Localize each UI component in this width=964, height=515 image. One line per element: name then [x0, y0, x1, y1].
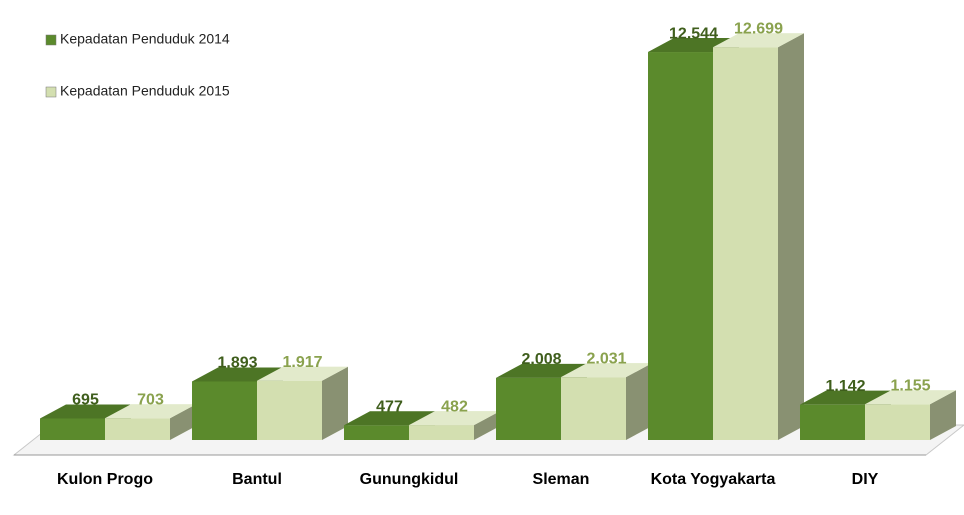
bar-side-shade — [322, 366, 348, 440]
value-label: 1.142 — [825, 378, 865, 395]
bar-top — [561, 363, 652, 378]
bar — [105, 418, 170, 440]
value-label: 12.544 — [669, 25, 718, 42]
bar — [192, 381, 257, 440]
bar-top-shade — [561, 363, 652, 378]
bar-top — [40, 404, 131, 419]
legend-label: Kepadatan Penduduk 2015 — [60, 83, 230, 99]
bar-group — [257, 366, 348, 440]
bar-side-shade — [474, 411, 500, 440]
bar-top-shade — [192, 367, 283, 382]
bar-group — [409, 411, 500, 440]
bar — [257, 380, 322, 440]
value-label: 2.031 — [586, 350, 626, 367]
legend-label: Kepadatan Penduduk 2014 — [60, 31, 230, 47]
bar — [40, 418, 105, 440]
value-label: 12.699 — [734, 20, 783, 37]
bar — [800, 404, 865, 440]
bar-top-shade — [713, 33, 804, 48]
x-tick-label: Kota Yogyakarta — [650, 471, 776, 488]
bar-side-shade — [626, 363, 652, 440]
bar-side — [626, 363, 652, 440]
bar-top-shade — [800, 390, 891, 405]
bar-group — [105, 404, 196, 440]
bar-top-shade — [40, 404, 131, 419]
bar-side — [930, 390, 956, 440]
bar — [648, 52, 713, 440]
value-label: 1.893 — [217, 355, 257, 372]
x-tick-label: Sleman — [532, 471, 590, 488]
bar-side — [322, 366, 348, 440]
value-label: 477 — [376, 398, 403, 415]
x-tick-label: DIY — [851, 471, 879, 488]
bar-top-shade — [257, 366, 348, 381]
bar — [344, 425, 409, 440]
bar — [409, 425, 474, 440]
value-label: 2.008 — [521, 351, 561, 368]
value-label: 1.155 — [890, 377, 930, 394]
x-tick-label: Gunungkidul — [359, 471, 459, 488]
bar-side-shade — [930, 390, 956, 440]
bar-top — [800, 390, 891, 405]
bar-group — [713, 33, 804, 441]
bar — [561, 377, 626, 440]
value-label: 482 — [441, 398, 468, 415]
bar-top-shade — [409, 411, 500, 426]
bar-side — [778, 33, 804, 441]
bar-top — [865, 390, 956, 405]
bar-top — [409, 411, 500, 426]
x-tick-label: Kulon Progo — [57, 471, 153, 488]
bar-top — [344, 411, 435, 426]
bar-top — [192, 367, 283, 382]
bar-side — [474, 411, 500, 440]
bar-top-shade — [865, 390, 956, 405]
x-tick-label: Bantul — [232, 471, 282, 488]
bar-side — [170, 404, 196, 440]
value-label: 703 — [137, 391, 164, 408]
bar — [496, 377, 561, 440]
bar-top-shade — [496, 363, 587, 378]
bar-top — [496, 363, 587, 378]
value-label: 695 — [72, 392, 99, 409]
bar-top-shade — [344, 411, 435, 426]
bar — [713, 47, 778, 441]
bar-side-shade — [778, 33, 804, 441]
bar-side-shade — [170, 404, 196, 440]
bar-top — [105, 404, 196, 419]
legend-swatch — [45, 34, 57, 46]
bar-top — [713, 33, 804, 48]
legend-swatch — [45, 86, 57, 98]
bar — [865, 404, 930, 440]
value-label: 1.917 — [282, 354, 322, 371]
bar-group — [561, 363, 652, 440]
bar-top — [257, 366, 348, 381]
bar-group — [865, 390, 956, 440]
bar-top-shade — [105, 404, 196, 419]
